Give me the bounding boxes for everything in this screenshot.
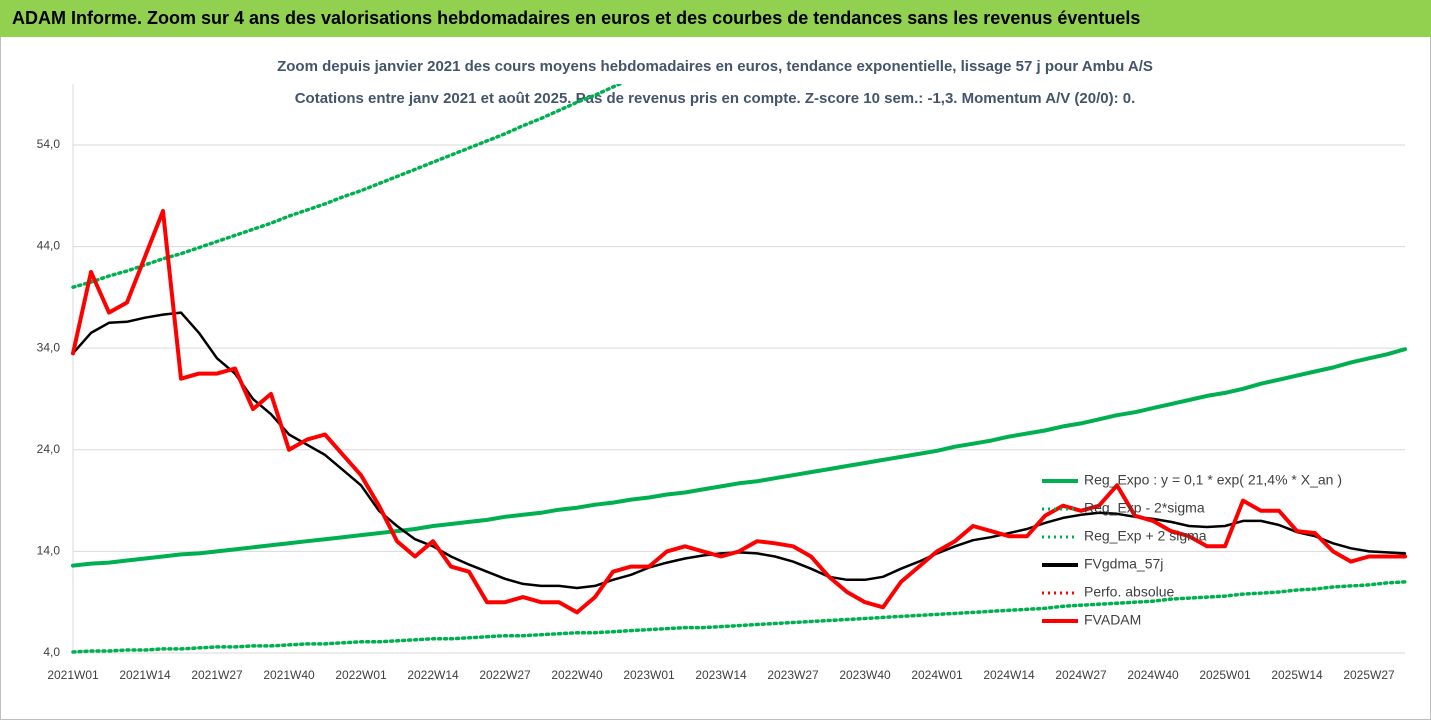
legend-label: Reg_Expo : y = 0,1 * exp( 21,4% * X_an ) xyxy=(1084,472,1342,488)
x-tick-label: 2024W01 xyxy=(911,668,963,682)
y-tick-label: 34,0 xyxy=(37,340,61,354)
x-tick-label: 2021W40 xyxy=(263,668,315,682)
x-tick-label: 2023W01 xyxy=(623,668,675,682)
x-tick-label: 2023W14 xyxy=(695,668,747,682)
legend-label: FVgdma_57j xyxy=(1084,556,1163,572)
y-tick-label: 4,0 xyxy=(43,645,60,659)
y-tick-label: 44,0 xyxy=(37,239,61,253)
x-tick-label: 2021W01 xyxy=(47,668,99,682)
x-tick-label: 2025W14 xyxy=(1271,668,1323,682)
x-tick-label: 2024W40 xyxy=(1127,668,1179,682)
legend-label: Perfo. absolue xyxy=(1084,584,1174,600)
legend-label: Reg_Exp - 2*sigma xyxy=(1084,500,1205,516)
header-title: ADAM Informe. Zoom sur 4 ans des valoris… xyxy=(12,8,1140,28)
series-line xyxy=(71,209,1407,615)
x-tick-label: 2023W27 xyxy=(767,668,819,682)
legend-label: Reg_Exp + 2 sigma xyxy=(1084,528,1207,544)
x-tick-label: 2025W01 xyxy=(1199,668,1251,682)
x-tick-label: 2022W01 xyxy=(335,668,387,682)
x-tick-label: 2022W14 xyxy=(407,668,459,682)
y-tick-label: 14,0 xyxy=(37,544,61,558)
series-line xyxy=(71,347,1407,568)
series-line xyxy=(71,84,624,289)
x-tick-label: 2023W40 xyxy=(839,668,891,682)
x-tick-label: 2024W14 xyxy=(983,668,1035,682)
x-tick-label: 2021W27 xyxy=(191,668,243,682)
x-tick-label: 2025W27 xyxy=(1343,668,1395,682)
x-tick-label: 2024W27 xyxy=(1055,668,1107,682)
x-tick-label: 2022W27 xyxy=(479,668,531,682)
y-tick-label: 24,0 xyxy=(37,442,61,456)
chart-subtitle: Cotations entre janv 2021 et août 2025. … xyxy=(295,90,1136,107)
x-tick-label: 2021W14 xyxy=(119,668,171,682)
header-bar xyxy=(0,0,1431,37)
chart-title: Zoom depuis janvier 2021 des cours moyen… xyxy=(277,58,1153,75)
x-tick-label: 2022W40 xyxy=(551,668,603,682)
series-line xyxy=(71,580,1407,654)
y-tick-label: 54,0 xyxy=(37,137,61,151)
legend-label: FVADAM xyxy=(1084,612,1141,628)
